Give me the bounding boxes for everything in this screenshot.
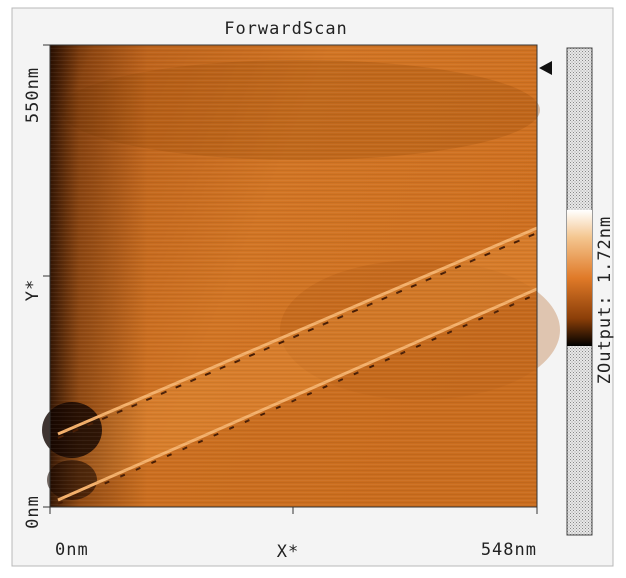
scan-window: ForwardScan 550nm Y* 0nm 0nm X* 548nm ZO… — [0, 0, 626, 574]
y-label-top: 550nm — [23, 67, 43, 123]
y-label-bottom: 0nm — [23, 495, 43, 529]
colorbar-label: ZOutput: 1.72nm — [595, 216, 615, 385]
x-label-middle: X* — [277, 542, 299, 562]
scan-image — [42, 45, 560, 507]
scan-title: ForwardScan — [224, 19, 348, 39]
colorbar — [567, 48, 592, 535]
x-label-right: 548nm — [481, 540, 537, 560]
y-label-middle: Y* — [23, 279, 43, 301]
x-label-left: 0nm — [55, 540, 89, 560]
